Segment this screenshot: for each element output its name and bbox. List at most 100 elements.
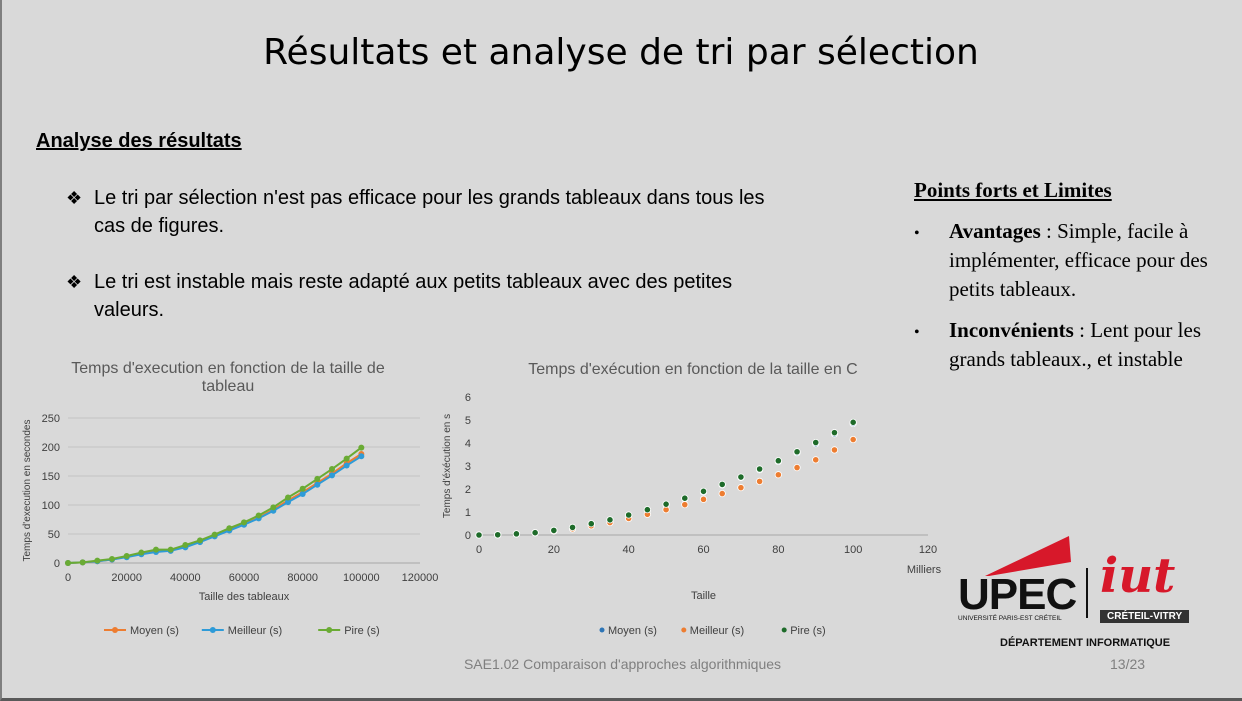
data-point	[830, 446, 839, 454]
bullet-item: ❖ Le tri par sélection n'est pas efficac…	[66, 184, 784, 240]
data-point	[774, 471, 782, 479]
data-point	[109, 555, 115, 562]
four-diamond-bullet-icon: ❖	[66, 188, 83, 208]
data-point	[226, 525, 233, 532]
data-point	[241, 519, 247, 526]
y-tick-label: 150	[42, 471, 60, 483]
data-point	[285, 499, 291, 506]
logo-iut: iut	[1100, 548, 1176, 604]
legend-label: Moyen (s)	[130, 625, 179, 637]
y-tick-label: 250	[42, 413, 60, 425]
footer-text: SAE1.02 Comparaison d'approches algorith…	[463, 656, 782, 672]
data-point	[343, 462, 350, 469]
data-point	[737, 484, 745, 492]
data-point	[358, 444, 365, 451]
y-tick-label: 4	[465, 438, 471, 450]
y-tick-label: 5	[465, 415, 471, 427]
four-diamond-bullet-icon: ❖	[66, 272, 83, 292]
data-point	[270, 504, 277, 511]
x-tick-label: 0	[65, 572, 71, 584]
y-tick-label: 0	[465, 530, 471, 542]
logo-divider	[1086, 568, 1088, 618]
y-tick-label: 6	[465, 392, 471, 404]
x-axis-label: Taille	[691, 590, 716, 602]
data-point	[681, 494, 689, 502]
x-tick-label: 100000	[343, 572, 380, 584]
data-point	[167, 546, 174, 553]
legend-label: Meilleur (s)	[690, 625, 744, 637]
y-axis-label: Temps d'éxécution en s	[442, 414, 453, 518]
data-point	[285, 494, 291, 501]
points-forts-heading: Points forts et Limites	[914, 178, 1112, 202]
data-point	[756, 465, 764, 473]
logo-department: DÉPARTEMENT INFORMATIQUE	[1000, 637, 1171, 649]
logo-red-bar-icon	[985, 536, 1071, 576]
data-point	[255, 512, 262, 519]
data-point	[79, 559, 86, 566]
data-point	[211, 531, 218, 538]
legend-marker	[781, 627, 787, 633]
y-tick-label: 200	[42, 442, 60, 454]
x-tick-label: 20000	[111, 572, 142, 584]
chart1-title: Temps d'execution en fonction de la tail…	[71, 360, 385, 395]
x-tick-label: 40000	[170, 572, 201, 584]
y-tick-label: 1	[465, 507, 471, 519]
data-point	[662, 500, 670, 508]
analyse-heading: Analyse des résultats	[36, 130, 242, 152]
x-tick-label: 20	[548, 544, 560, 556]
bullet-text: Le tri est instable mais reste adapté au…	[94, 271, 733, 321]
data-point	[681, 501, 689, 509]
pf-item-avantages: • Avantages : Simple, facile à implément…	[914, 217, 1239, 304]
data-point	[138, 549, 145, 556]
pf-item-inconvenients: • Inconvénients : Lent pour les grands t…	[914, 316, 1239, 374]
pf-label: Inconvénients	[949, 318, 1074, 342]
bullet-dot-icon: •	[914, 225, 920, 242]
data-point	[550, 526, 558, 534]
x-tick-label: 60000	[229, 572, 260, 584]
slide-title: Résultats et analyse de tri par sélectio…	[263, 32, 979, 73]
pf-label: Avantages	[949, 219, 1041, 243]
data-point	[699, 487, 708, 495]
legend-marker	[112, 627, 118, 633]
y-tick-label: 50	[48, 529, 60, 541]
pf-text: : Simple, facile à implémenter, efficace…	[949, 219, 1208, 301]
legend-label: Meilleur (s)	[228, 625, 282, 637]
data-point	[737, 473, 745, 481]
data-point	[793, 448, 801, 456]
chart2-title: Temps d'exécution en fonction de la tail…	[528, 361, 858, 378]
series-line	[67, 455, 362, 564]
legend-marker	[326, 627, 333, 633]
data-point	[494, 531, 502, 539]
data-point	[299, 490, 306, 497]
y-axis-label: Temps d'execution en secondes	[22, 420, 33, 562]
data-point	[849, 435, 857, 444]
data-point	[718, 490, 726, 498]
data-point	[793, 464, 801, 472]
data-point	[756, 477, 764, 486]
data-point	[314, 475, 321, 482]
data-point	[643, 506, 651, 514]
data-point	[123, 553, 130, 560]
logo-creteil-vitry: CRÉTEIL-VITRY	[1100, 610, 1190, 623]
legend-marker	[681, 627, 687, 633]
bullet-dot-icon: •	[914, 324, 920, 341]
data-point	[182, 542, 189, 549]
data-point	[587, 520, 595, 528]
data-point	[849, 418, 857, 426]
series-line	[67, 453, 362, 564]
page-number: 13/23	[1110, 656, 1146, 672]
data-point	[358, 453, 365, 460]
legend-label: Pire (s)	[790, 625, 825, 637]
y-tick-label: 3	[465, 461, 471, 473]
bullet-text: Le tri par sélection n'est pas efficace …	[94, 187, 765, 237]
data-point	[699, 495, 708, 503]
bullet-item: ❖ Le tri est instable mais reste adapté …	[66, 268, 784, 324]
data-point	[718, 480, 726, 489]
x-tick-label: 120000	[402, 572, 439, 584]
data-point	[475, 531, 483, 539]
data-point	[606, 516, 614, 524]
data-point	[812, 438, 820, 447]
data-point	[94, 557, 101, 564]
y-tick-label: 2	[465, 484, 471, 496]
